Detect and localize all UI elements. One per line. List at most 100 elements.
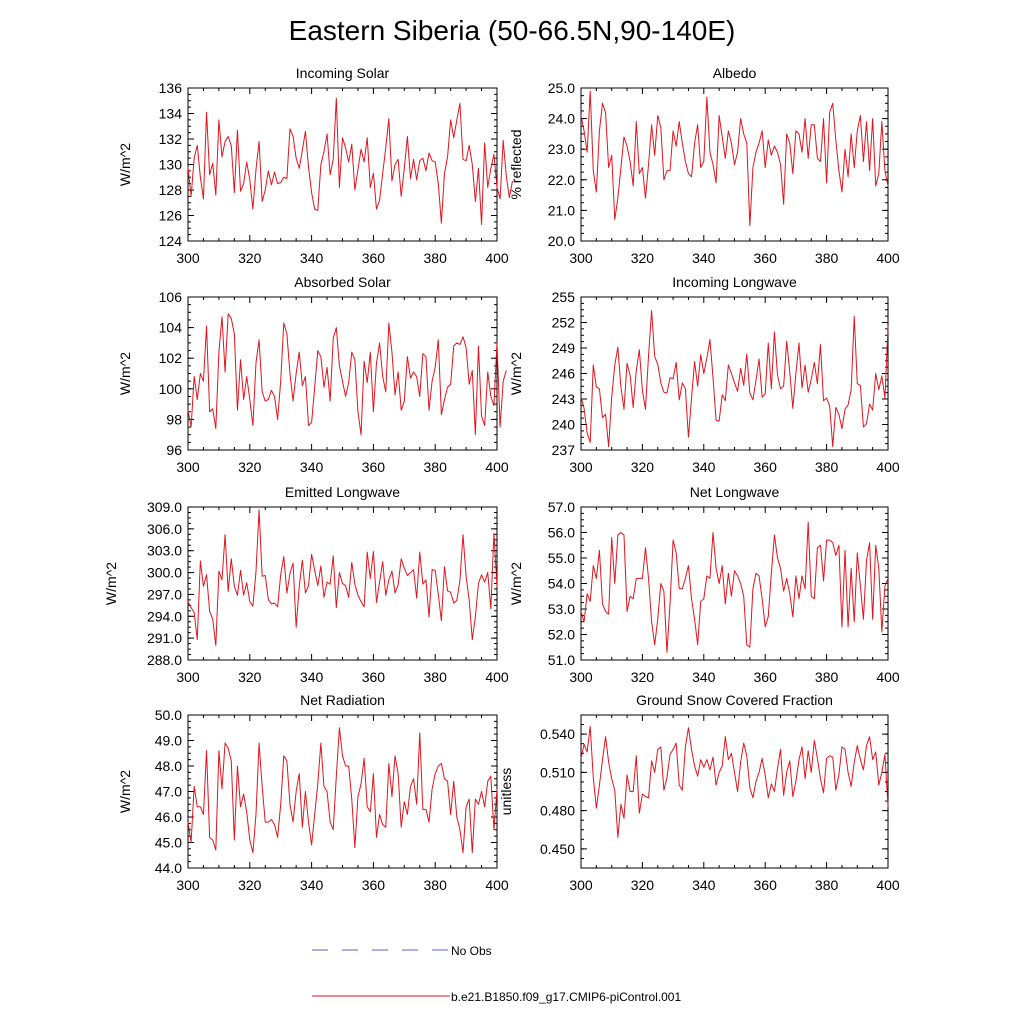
x-tick-label: 400	[876, 669, 900, 685]
y-tick-label: 300.0	[147, 565, 182, 581]
x-tick-label: 340	[300, 250, 324, 266]
x-tick-label: 340	[300, 877, 324, 893]
y-tick-label: 246	[552, 366, 576, 382]
plot-frame	[581, 507, 888, 660]
x-tick-label: 400	[485, 459, 509, 475]
y-tick-label: 104	[159, 320, 183, 336]
y-tick-label: 21.0	[548, 202, 575, 218]
x-tick-label: 340	[692, 669, 716, 685]
y-tick-label: 0.480	[540, 803, 575, 819]
model-series-line	[188, 510, 497, 646]
y-tick-label: 96	[166, 442, 182, 458]
y-tick-label: 47.0	[155, 784, 182, 800]
y-tick-label: 124	[159, 233, 183, 249]
panels: Incoming Solar W/m^2 300 320 340 360 380 400 124…	[103, 65, 900, 893]
y-tick-label: 24.0	[548, 111, 575, 127]
panel-3: Absorbed Solar W/m^2 300 320 340 360 380 400 96 9…	[117, 274, 509, 475]
x-tick-label: 380	[815, 669, 839, 685]
model-series-line	[581, 522, 888, 652]
x-tick-label: 320	[238, 877, 262, 893]
x-tick-label: 320	[631, 250, 655, 266]
panel-1: Incoming Solar W/m^2 300 320 340 360 380 400 124…	[117, 65, 512, 266]
x-tick-label: 340	[300, 459, 324, 475]
x-tick-label: 400	[485, 669, 509, 685]
x-tick-label: 320	[238, 669, 262, 685]
y-tick-label: 0.450	[540, 841, 575, 857]
y-tick-label: 240	[552, 417, 576, 433]
panel-6: Net Longwave W/m^2 300 320 340 360 380 400 51.0 5…	[508, 484, 900, 685]
legend: No Obs b.e21.B1850.f09_g17.CMIP6-piContr…	[312, 944, 681, 1004]
y-axis-label: W/m^2	[103, 562, 119, 605]
x-tick-label: 300	[569, 669, 593, 685]
plot-frame	[188, 715, 497, 868]
legend-obs-label: No Obs	[451, 944, 492, 958]
panel-title: Incoming Solar	[296, 65, 390, 81]
panel-title: Net Longwave	[690, 484, 780, 500]
x-tick-label: 320	[631, 877, 655, 893]
panel-title: Albedo	[713, 65, 757, 81]
figure: Eastern Siberia (50-66.5N,90-140E) Incom…	[0, 0, 1024, 1024]
x-tick-label: 320	[631, 459, 655, 475]
panel-title: Net Radiation	[300, 692, 385, 708]
y-tick-label: 54.0	[548, 576, 575, 592]
x-tick-label: 300	[176, 669, 200, 685]
panel-5: Emitted Longwave W/m^2 300 320 340 360 380 400 2…	[103, 484, 509, 685]
x-tick-label: 400	[876, 459, 900, 475]
panel-title: Emitted Longwave	[285, 484, 400, 500]
y-tick-label: 23.0	[548, 141, 575, 157]
y-tick-label: 297.0	[147, 586, 182, 602]
y-axis-label: unitless	[498, 768, 514, 815]
x-tick-label: 320	[238, 250, 262, 266]
y-tick-label: 303.0	[147, 543, 182, 559]
x-tick-label: 380	[424, 250, 448, 266]
y-tick-label: 134	[159, 106, 183, 122]
y-tick-label: 309.0	[147, 499, 182, 515]
x-tick-label: 380	[815, 250, 839, 266]
x-tick-label: 300	[176, 459, 200, 475]
model-series-line	[188, 98, 512, 224]
x-tick-label: 360	[362, 669, 386, 685]
panel-title: Absorbed Solar	[294, 274, 391, 290]
panel-4: Incoming Longwave W/m^2 300 320 340 360 380 400…	[508, 274, 900, 475]
y-axis-label: W/m^2	[117, 352, 133, 395]
x-tick-label: 360	[362, 459, 386, 475]
y-tick-label: 98	[166, 411, 182, 427]
x-tick-label: 380	[815, 877, 839, 893]
panel-title: Ground Snow Covered Fraction	[636, 692, 833, 708]
model-series-line	[581, 311, 888, 447]
plot-frame	[188, 88, 497, 241]
y-tick-label: 49.0	[155, 733, 182, 749]
legend-model-label: b.e21.B1850.f09_g17.CMIP6-piControl.001	[451, 990, 681, 1004]
model-series-line	[581, 91, 888, 226]
x-tick-label: 380	[424, 459, 448, 475]
y-tick-label: 136	[159, 80, 183, 96]
x-tick-label: 380	[815, 459, 839, 475]
panel-title: Incoming Longwave	[672, 274, 797, 290]
x-tick-label: 400	[485, 877, 509, 893]
y-tick-label: 46.0	[155, 809, 182, 825]
panel-7: Net Radiation W/m^2 300 320 340 360 380 400 44.0…	[117, 692, 509, 893]
y-tick-label: 249	[552, 340, 576, 356]
y-tick-label: 53.0	[548, 601, 575, 617]
x-tick-label: 340	[692, 250, 716, 266]
y-tick-label: 50.0	[155, 707, 182, 723]
x-tick-label: 320	[238, 459, 262, 475]
y-tick-label: 0.540	[540, 726, 575, 742]
x-tick-label: 400	[876, 877, 900, 893]
x-tick-label: 400	[876, 250, 900, 266]
y-axis-label: W/m^2	[508, 562, 524, 605]
x-tick-label: 360	[362, 250, 386, 266]
x-tick-label: 380	[424, 669, 448, 685]
model-series-line	[581, 726, 888, 837]
x-tick-label: 320	[631, 669, 655, 685]
x-tick-label: 300	[569, 250, 593, 266]
x-tick-label: 360	[754, 877, 778, 893]
plot-frame	[581, 715, 888, 868]
y-axis-label: W/m^2	[117, 770, 133, 813]
y-tick-label: 252	[552, 315, 576, 331]
y-tick-label: 126	[159, 208, 183, 224]
model-series-line	[188, 728, 497, 853]
x-tick-label: 300	[176, 877, 200, 893]
plot-frame	[188, 297, 497, 450]
x-tick-label: 340	[300, 669, 324, 685]
